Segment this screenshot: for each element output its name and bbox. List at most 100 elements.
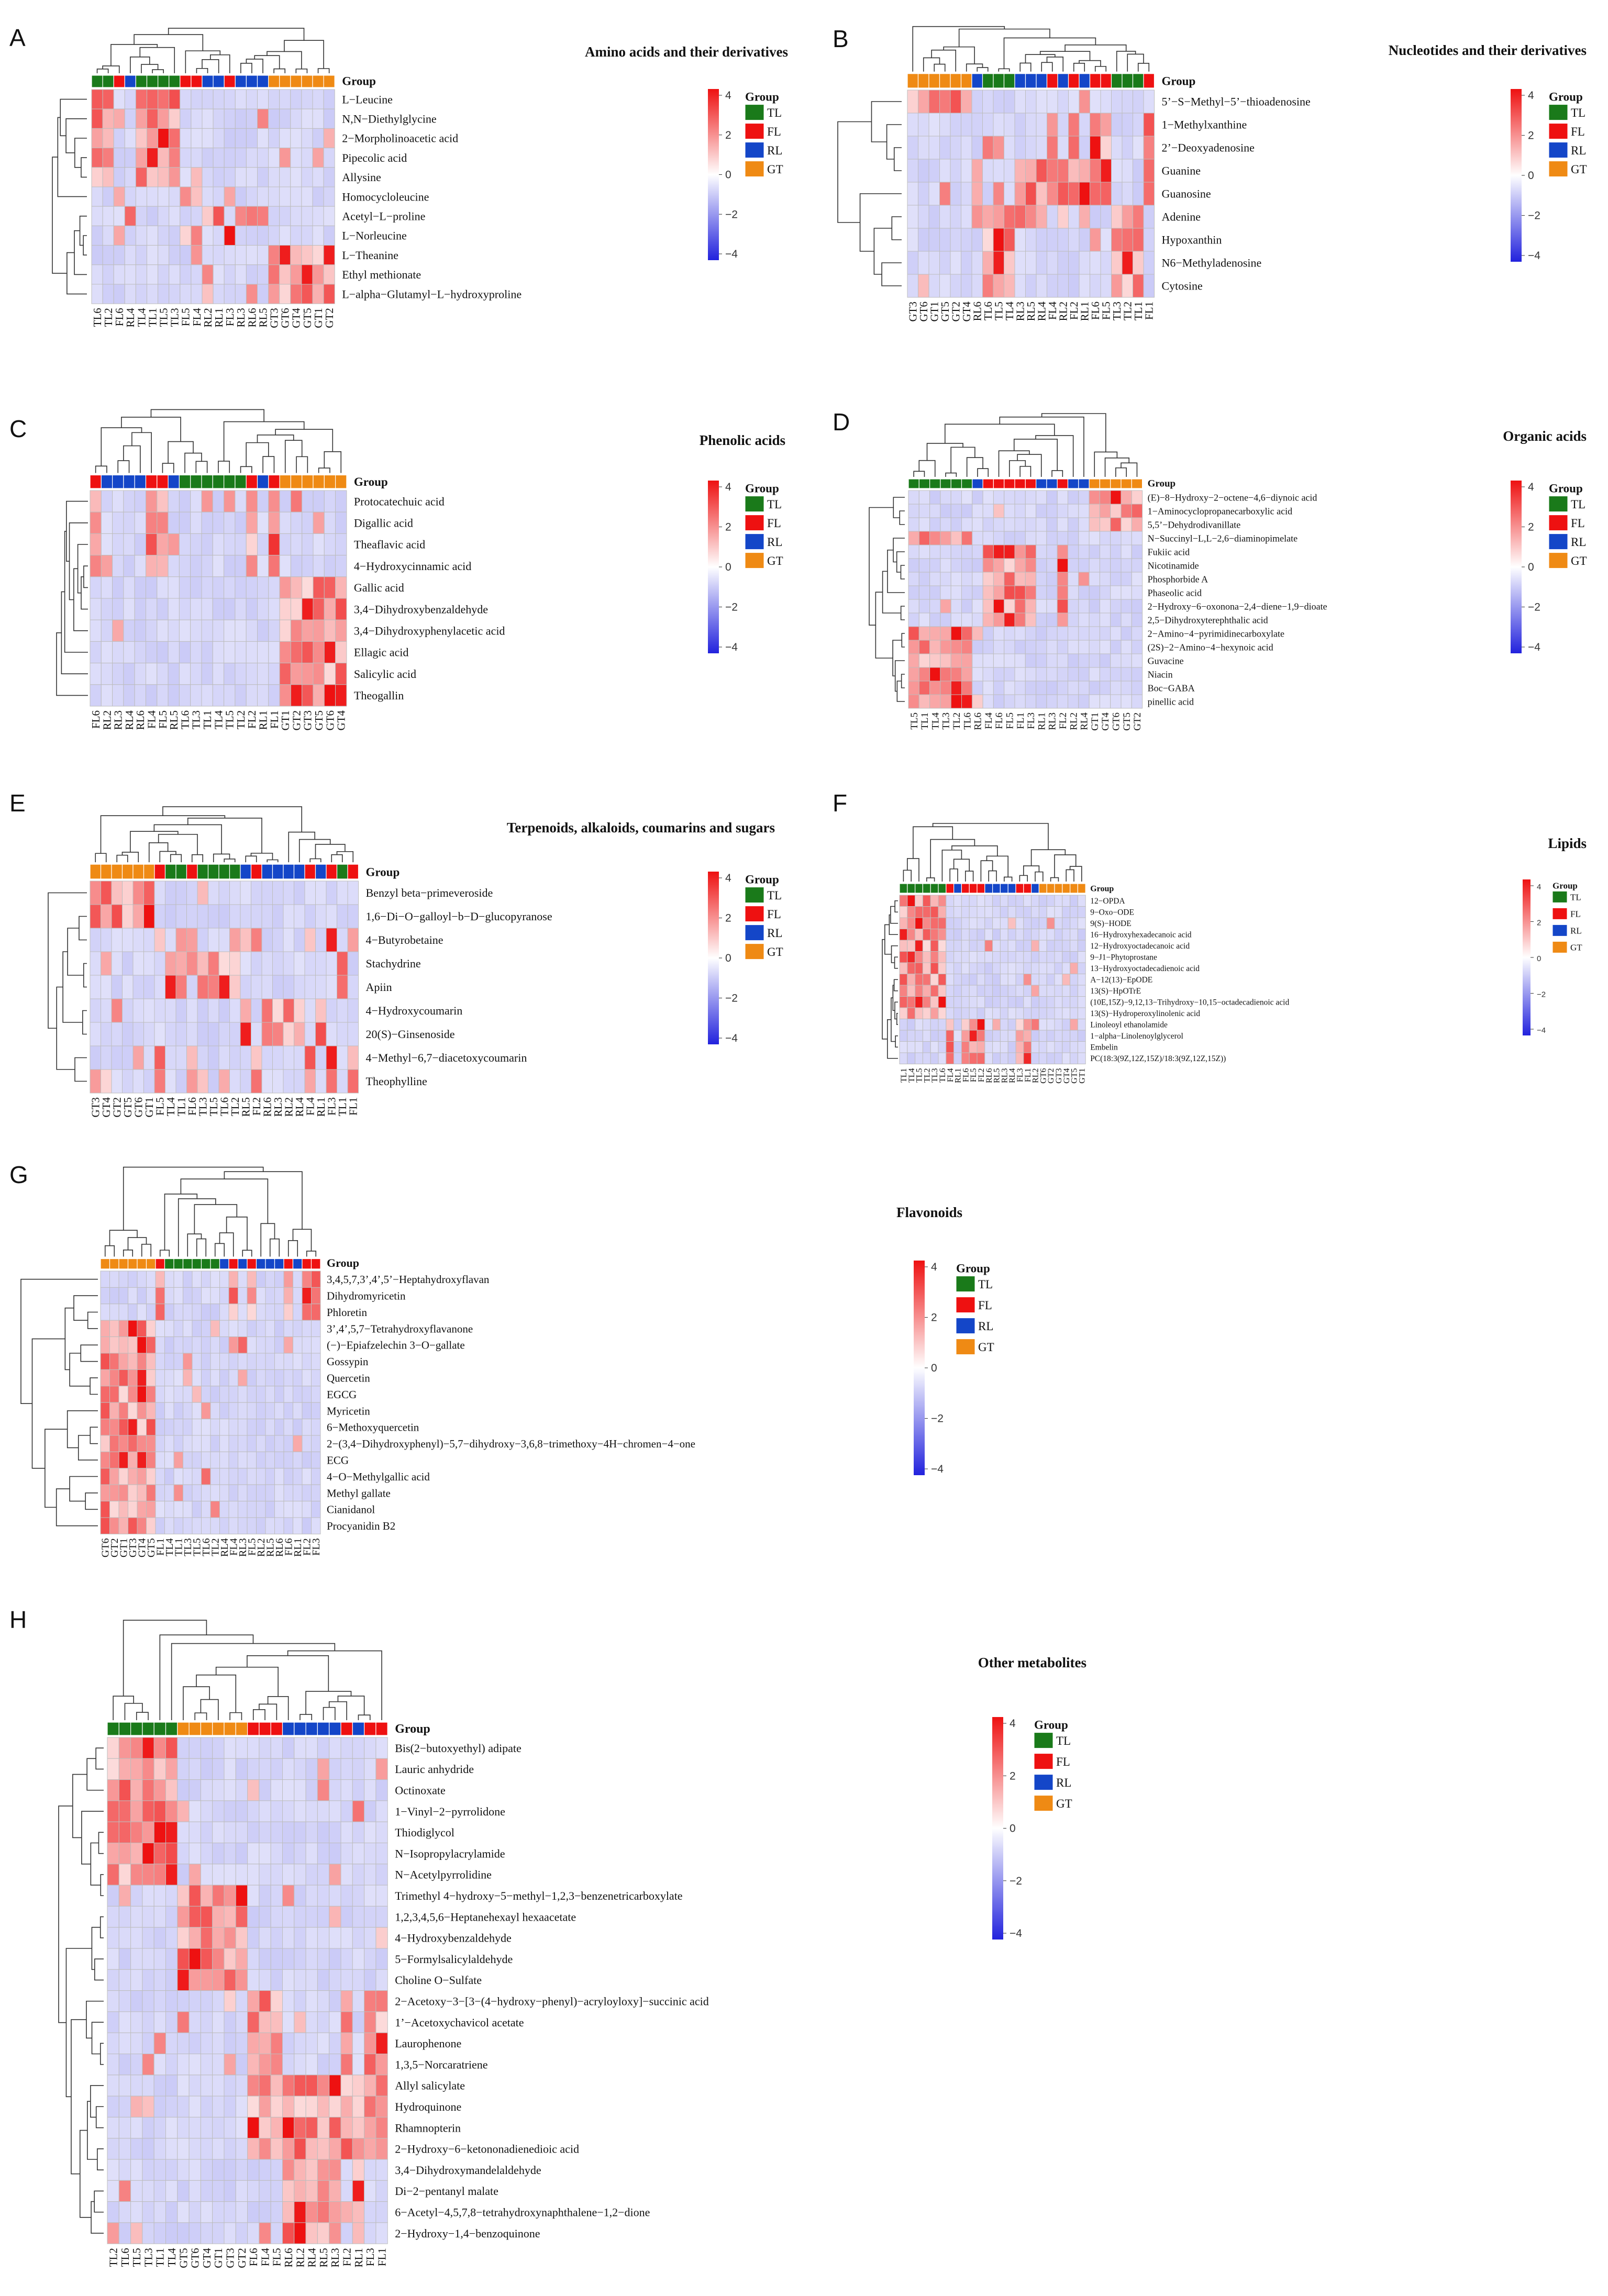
- panel-title: Terpenoids, alkaloids, coumarins and sug…: [507, 820, 775, 835]
- group-annotation-cell: [282, 1722, 295, 1736]
- heatmap-cell: [908, 490, 919, 505]
- heatmap-cell: [961, 951, 970, 963]
- heatmap-cell: [270, 2222, 283, 2244]
- heatmap-cell: [1031, 996, 1039, 1008]
- heatmap-cell: [992, 996, 1001, 1008]
- heatmap-cell: [279, 148, 291, 168]
- heatmap-cell: [212, 1905, 225, 1928]
- column-dendrogram-branch: [292, 1229, 312, 1251]
- heatmap-cell: [165, 2180, 178, 2202]
- heatmap-cell: [201, 1303, 211, 1321]
- heatmap-cell: [992, 974, 1001, 986]
- heatmap-cell: [950, 572, 962, 586]
- heatmap-cell: [969, 1019, 978, 1031]
- heatmap-cell: [1023, 985, 1032, 997]
- heatmap-cell: [268, 148, 280, 168]
- heatmap-cell: [1015, 974, 1024, 986]
- heatmap-cell: [153, 2222, 167, 2244]
- heatmap-cell: [305, 2011, 318, 2033]
- column-dendrogram-branch: [121, 852, 139, 863]
- heatmap-cell: [201, 1402, 211, 1420]
- row-label: pinellic acid: [1148, 696, 1194, 707]
- heatmap-cell: [268, 684, 280, 707]
- heatmap-cell: [224, 1821, 236, 1843]
- heatmap-cell: [123, 598, 135, 620]
- heatmap-cell: [212, 2011, 225, 2033]
- column-dendrogram-branch: [162, 463, 174, 473]
- heatmap-cell: [982, 490, 994, 505]
- group-legend-swatch: [1548, 104, 1568, 121]
- heatmap-cell: [146, 1419, 156, 1436]
- heatmap-cell: [1110, 640, 1122, 654]
- heatmap-cell: [375, 1927, 388, 1949]
- heatmap-cell: [130, 2011, 143, 2033]
- row-dendrogram-branch: [85, 1492, 98, 1510]
- heatmap-cell: [157, 598, 169, 620]
- heatmap-cell: [972, 667, 983, 682]
- row-label: 3,4,5,7,3’,4’,5’−Heptahydroxyflavan: [327, 1273, 490, 1286]
- heatmap-cell: [274, 1270, 284, 1288]
- heatmap-cell: [1007, 1041, 1016, 1053]
- heatmap-cell: [165, 1990, 178, 2012]
- heatmap-cell: [224, 128, 236, 149]
- heatmap-cell: [961, 681, 973, 695]
- heatmap-cell: [191, 89, 203, 109]
- group-annotation-cell: [293, 864, 305, 879]
- row-label: 9−J1−Phytoprostane: [1090, 953, 1157, 962]
- heatmap-cell: [228, 1484, 238, 1502]
- heatmap-cell: [279, 684, 291, 707]
- row-dendrogram-branch: [72, 1774, 87, 1838]
- heatmap-cell: [305, 2075, 318, 2097]
- heatmap-cell: [1121, 599, 1132, 614]
- heatmap-cell: [340, 1779, 353, 1801]
- heatmap-cell: [293, 1336, 303, 1354]
- heatmap-cell: [922, 906, 931, 918]
- heatmap-cell: [175, 904, 187, 929]
- heatmap-cell: [992, 1030, 1001, 1042]
- heatmap-cell: [946, 929, 955, 941]
- heatmap-cell: [304, 928, 316, 952]
- heatmap-cell: [146, 1435, 156, 1452]
- group-annotation-cell: [918, 478, 930, 489]
- group-annotation-cell: [165, 1722, 178, 1736]
- group-legend-swatch: [745, 161, 764, 177]
- row-label: Theaflavic acid: [354, 538, 425, 551]
- column-dendrogram-branch: [284, 40, 324, 69]
- heatmap-cell: [1038, 1019, 1047, 1031]
- heatmap-cell: [352, 1800, 365, 1822]
- heatmap-cell: [1077, 1041, 1086, 1053]
- heatmap-cell: [219, 1468, 229, 1485]
- heatmap-cell: [268, 89, 280, 109]
- heatmap-cell: [201, 1369, 211, 1387]
- column-dendrogram-branch: [1023, 865, 1040, 876]
- heatmap-cell: [1057, 531, 1068, 545]
- column-dendrogram-branch: [247, 1655, 329, 1691]
- heatmap-cell: [953, 962, 962, 974]
- row-dendrogram-branch: [91, 2201, 104, 2234]
- heatmap-cell: [132, 998, 144, 1023]
- heatmap-cell: [165, 904, 176, 929]
- row-label: 6−Acetyl−4,5,7,8−tetrahydroxynaphthalene…: [395, 2205, 650, 2219]
- heatmap-cell: [1031, 985, 1039, 997]
- heatmap-cell: [210, 1402, 220, 1420]
- column-dendrogram-branch: [185, 50, 221, 73]
- heatmap-cell: [1038, 962, 1047, 974]
- heatmap-cell: [261, 998, 273, 1023]
- heatmap-cell: [1054, 962, 1063, 974]
- heatmap-cell: [107, 2032, 119, 2054]
- heatmap-cell: [950, 612, 962, 627]
- row-label: 13(S)−HpOTrE: [1090, 987, 1141, 996]
- heatmap-cell: [168, 511, 180, 534]
- heatmap-cell: [907, 962, 916, 974]
- heatmap-cell: [969, 906, 978, 918]
- heatmap-cell: [1004, 544, 1015, 559]
- heatmap-cell: [240, 975, 251, 999]
- heatmap-cell: [201, 1517, 211, 1534]
- heatmap-cell: [992, 940, 1001, 952]
- heatmap-cell: [1133, 251, 1144, 275]
- heatmap-cell: [228, 1435, 238, 1452]
- heatmap-cell: [208, 951, 219, 976]
- heatmap-cell: [130, 2222, 143, 2244]
- heatmap-cell: [219, 1270, 229, 1288]
- heatmap-cell: [177, 2011, 190, 2033]
